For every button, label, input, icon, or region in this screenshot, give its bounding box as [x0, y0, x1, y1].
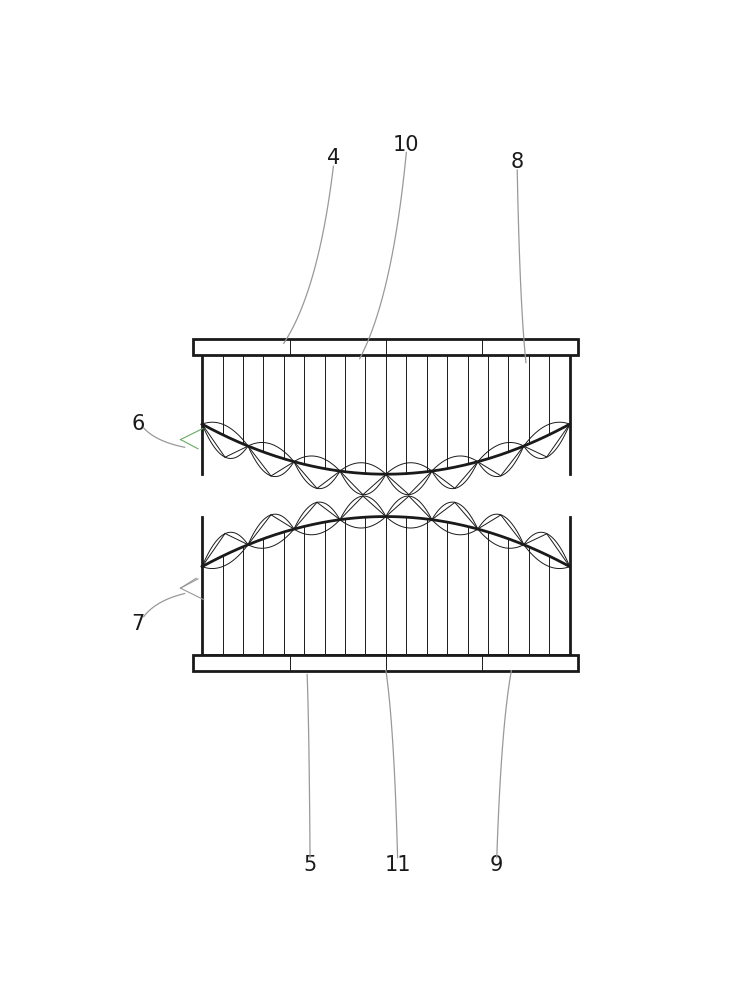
Text: 8: 8	[511, 152, 524, 172]
Bar	[194, 655, 578, 671]
Text: 10: 10	[393, 135, 419, 155]
Text: 6: 6	[131, 414, 145, 434]
Text: 5: 5	[303, 855, 317, 875]
Text: 11: 11	[384, 855, 411, 875]
Text: 4: 4	[327, 148, 340, 168]
Text: 9: 9	[490, 855, 504, 875]
Bar	[194, 339, 578, 355]
Text: 7: 7	[131, 614, 145, 634]
